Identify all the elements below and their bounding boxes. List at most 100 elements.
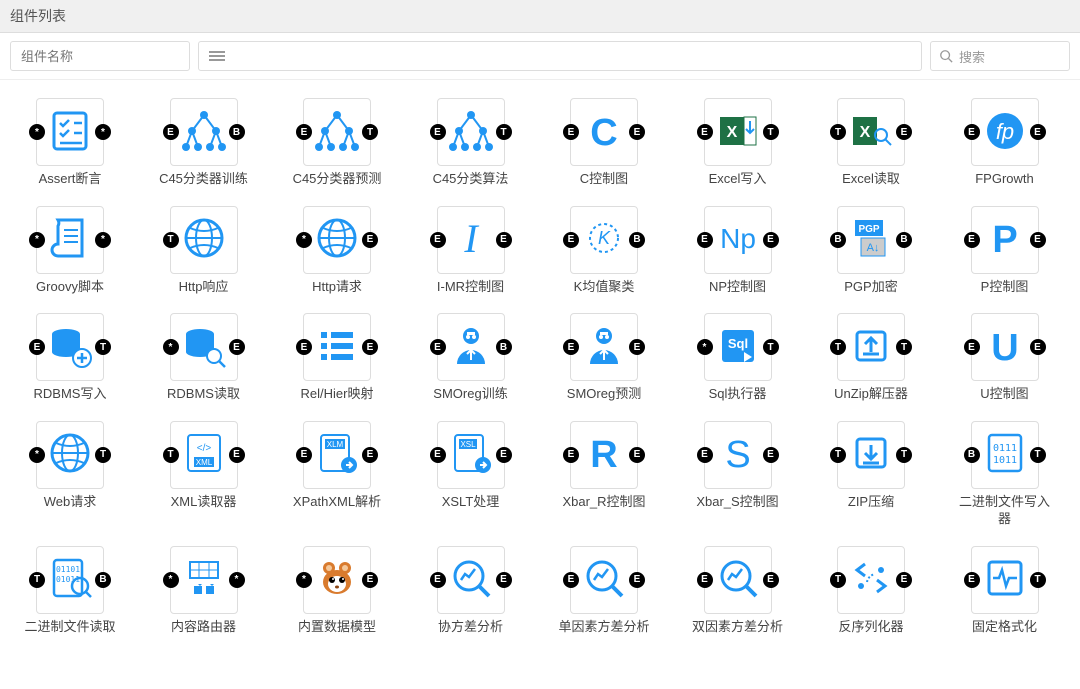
port-right[interactable]: E (763, 447, 779, 463)
port-left[interactable]: * (296, 232, 312, 248)
port-right[interactable]: T (896, 339, 912, 355)
component-item[interactable]: SEEXbar_S控制图 (678, 421, 798, 528)
component-item[interactable]: NpEENP控制图 (678, 206, 798, 296)
component-item[interactable]: **Groovy脚本 (10, 206, 130, 296)
component-item[interactable]: REEXbar_R控制图 (544, 421, 664, 528)
port-right[interactable]: * (95, 232, 111, 248)
component-item[interactable]: *ERDBMS读取 (144, 313, 264, 403)
port-left[interactable]: E (563, 124, 579, 140)
component-item[interactable]: **Assert断言 (10, 98, 130, 188)
port-left[interactable]: E (430, 572, 446, 588)
port-left[interactable]: E (430, 339, 446, 355)
port-right[interactable]: E (1030, 339, 1046, 355)
port-left[interactable]: * (29, 124, 45, 140)
port-left[interactable]: E (697, 447, 713, 463)
component-item[interactable]: TE反序列化器 (811, 546, 931, 636)
port-right[interactable]: E (763, 232, 779, 248)
port-left[interactable]: B (964, 447, 980, 463)
port-left[interactable]: E (296, 124, 312, 140)
component-item[interactable]: KEBK均值聚类 (544, 206, 664, 296)
port-right[interactable]: T (95, 447, 111, 463)
port-left[interactable]: * (296, 572, 312, 588)
port-left[interactable]: T (830, 124, 846, 140)
port-right[interactable]: E (496, 232, 512, 248)
component-item[interactable]: CEEC控制图 (544, 98, 664, 188)
port-left[interactable]: * (29, 232, 45, 248)
port-right[interactable]: E (1030, 232, 1046, 248)
port-left[interactable]: E (296, 447, 312, 463)
port-left[interactable]: T (29, 572, 45, 588)
port-left[interactable]: * (163, 572, 179, 588)
port-right[interactable]: T (362, 124, 378, 140)
component-item[interactable]: ET固定格式化 (945, 546, 1065, 636)
component-item[interactable]: EE协方差分析 (411, 546, 531, 636)
port-left[interactable]: * (29, 447, 45, 463)
port-right[interactable]: * (229, 572, 245, 588)
component-item[interactable]: *EHttp请求 (277, 206, 397, 296)
component-item[interactable]: XTEExcel读取 (811, 98, 931, 188)
port-left[interactable]: E (296, 339, 312, 355)
search-box[interactable]: 搜索 (930, 41, 1070, 71)
component-item[interactable]: ETC45分类算法 (411, 98, 531, 188)
port-left[interactable]: E (430, 447, 446, 463)
port-left[interactable]: E (430, 232, 446, 248)
port-right[interactable]: * (95, 124, 111, 140)
component-item[interactable]: PGPA↓BBPGP加密 (811, 206, 931, 296)
port-right[interactable]: E (629, 572, 645, 588)
port-left[interactable]: E (697, 124, 713, 140)
port-right[interactable]: E (896, 124, 912, 140)
port-right[interactable]: E (229, 339, 245, 355)
component-item[interactable]: PEEP控制图 (945, 206, 1065, 296)
port-left[interactable]: * (697, 339, 713, 355)
port-right[interactable]: T (1030, 447, 1046, 463)
port-left[interactable]: E (29, 339, 45, 355)
component-item[interactable]: XSLEEXSLT处理 (411, 421, 531, 528)
component-item[interactable]: TTUnZip解压器 (811, 313, 931, 403)
port-left[interactable]: T (163, 232, 179, 248)
port-right[interactable]: T (896, 447, 912, 463)
port-left[interactable]: * (163, 339, 179, 355)
port-right[interactable]: E (362, 339, 378, 355)
component-item[interactable]: XETExcel写入 (678, 98, 798, 188)
port-left[interactable]: E (964, 124, 980, 140)
port-left[interactable]: E (964, 572, 980, 588)
port-left[interactable]: E (563, 447, 579, 463)
component-item[interactable]: EERel/Hier映射 (277, 313, 397, 403)
port-right[interactable]: E (362, 232, 378, 248)
port-left[interactable]: T (830, 572, 846, 588)
port-right[interactable]: T (95, 339, 111, 355)
component-item[interactable]: EESMOreg预测 (544, 313, 664, 403)
component-item[interactable]: EE双因素方差分析 (678, 546, 798, 636)
port-right[interactable]: B (496, 339, 512, 355)
port-left[interactable]: E (697, 232, 713, 248)
component-item[interactable]: XLMEEXPathXML解析 (277, 421, 397, 528)
component-item[interactable]: EE单因素方差分析 (544, 546, 664, 636)
port-left[interactable]: E (697, 572, 713, 588)
port-right[interactable]: E (229, 447, 245, 463)
component-item[interactable]: ETRDBMS写入 (10, 313, 130, 403)
port-right[interactable]: E (362, 447, 378, 463)
port-left[interactable]: E (964, 339, 980, 355)
port-right[interactable]: T (1030, 572, 1046, 588)
component-item[interactable]: **内容路由器 (144, 546, 264, 636)
port-right[interactable]: B (629, 232, 645, 248)
component-item[interactable]: UEEU控制图 (945, 313, 1065, 403)
component-item[interactable]: fpEEFPGrowth (945, 98, 1065, 188)
port-right[interactable]: E (896, 572, 912, 588)
component-item[interactable]: </>XMLTEXML读取器 (144, 421, 264, 528)
component-name-input[interactable] (10, 41, 190, 71)
port-left[interactable]: E (563, 339, 579, 355)
port-left[interactable]: E (563, 572, 579, 588)
port-right[interactable]: E (1030, 124, 1046, 140)
port-left[interactable]: E (964, 232, 980, 248)
port-right[interactable]: E (629, 124, 645, 140)
port-right[interactable]: B (896, 232, 912, 248)
port-left[interactable]: E (163, 124, 179, 140)
component-item[interactable]: *TWeb请求 (10, 421, 130, 528)
port-right[interactable]: E (629, 339, 645, 355)
port-right[interactable]: T (763, 339, 779, 355)
component-item[interactable]: THttp响应 (144, 206, 264, 296)
port-left[interactable]: T (830, 339, 846, 355)
component-item[interactable]: 0110101011TB二进制文件读取 (10, 546, 130, 636)
port-right[interactable]: T (763, 124, 779, 140)
